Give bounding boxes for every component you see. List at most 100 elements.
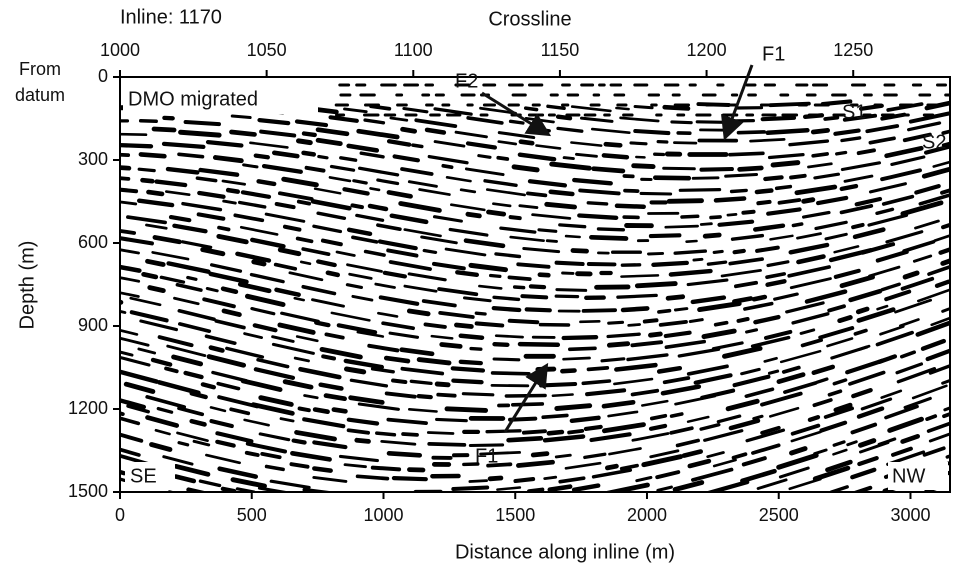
- seismic-stroke: [477, 323, 503, 325]
- seismic-stroke: [842, 206, 872, 213]
- inline-title: Inline: 1170: [120, 6, 222, 28]
- seismic-stroke: [632, 342, 661, 345]
- seismic-stroke: [211, 348, 223, 351]
- seismic-stroke: [102, 430, 141, 441]
- seismic-stroke: [463, 394, 492, 395]
- seismic-stroke: [337, 252, 354, 256]
- seismic-stroke: [346, 361, 382, 367]
- seismic-stroke: [653, 263, 686, 265]
- seismic-stroke: [485, 181, 516, 186]
- seismic-stroke: [702, 169, 732, 170]
- seismic-stroke: [403, 129, 415, 131]
- seismic-stroke: [456, 325, 471, 327]
- seismic-stroke: [274, 153, 297, 156]
- seismic-stroke: [111, 309, 125, 312]
- seismic-stroke: [323, 241, 341, 245]
- seismic-stroke: [457, 272, 477, 275]
- x-tick-label: 1000: [363, 505, 403, 525]
- seismic-stroke: [204, 299, 234, 306]
- seismic-stroke: [280, 193, 312, 199]
- y-tick-label: 900: [78, 315, 108, 335]
- nw-label: NW: [892, 465, 925, 487]
- seismic-stroke: [179, 408, 202, 414]
- seismic-stroke: [581, 321, 600, 322]
- seismic-stroke: [323, 356, 334, 358]
- seismic-stroke: [631, 143, 646, 144]
- seismic-stroke: [637, 478, 651, 481]
- seismic-stroke: [373, 468, 399, 470]
- seismic-stroke: [258, 360, 288, 367]
- seismic-stroke: [295, 298, 304, 300]
- seismic-stroke: [318, 140, 340, 143]
- x-tick-label: 500: [237, 505, 267, 525]
- seismic-stroke: [209, 357, 244, 366]
- seismic-stroke: [842, 138, 860, 141]
- seismic-stroke: [326, 396, 345, 399]
- seismic-stroke: [345, 189, 368, 193]
- seismic-stroke: [496, 336, 522, 337]
- y-axis-label: Depth (m): [16, 241, 38, 330]
- seismic-stroke: [574, 486, 598, 490]
- seismic-stroke: [560, 225, 585, 227]
- seismic-stroke: [579, 216, 616, 218]
- seismic-stroke: [787, 303, 823, 312]
- seismic-stroke: [381, 297, 417, 303]
- seismic-stroke: [155, 237, 180, 241]
- seismic-stroke: [299, 202, 309, 204]
- seismic-stroke: [790, 141, 827, 145]
- seismic-stroke: [514, 167, 537, 170]
- seismic-stroke: [353, 237, 377, 242]
- seismic-stroke: [143, 494, 163, 499]
- x2-tick-label: 1000: [100, 40, 140, 60]
- seismic-stroke: [247, 453, 258, 455]
- seismic-stroke: [232, 132, 255, 134]
- seismic-stroke: [711, 217, 720, 218]
- seismic-stroke: [405, 286, 436, 291]
- seismic-stroke: [511, 237, 544, 241]
- seismic-stroke: [828, 339, 853, 347]
- seismic-stroke: [527, 309, 550, 310]
- seismic-stroke: [106, 188, 136, 191]
- seismic-stroke: [497, 488, 520, 490]
- seismic-stroke: [773, 163, 798, 165]
- seismic-stroke: [360, 168, 398, 175]
- seismic-stroke: [739, 319, 748, 321]
- seismic-stroke: [621, 275, 658, 276]
- seismic-stroke: [314, 442, 345, 447]
- seismic-stroke: [754, 416, 762, 418]
- seismic-stroke: [224, 201, 236, 203]
- seismic-stroke: [119, 202, 136, 204]
- seismic-stroke: [909, 123, 940, 130]
- seismic-stroke: [871, 184, 906, 192]
- seismic-stroke: [842, 163, 879, 170]
- seismic-stroke: [259, 181, 275, 184]
- seismic-stroke: [416, 120, 455, 126]
- seismic-stroke: [531, 286, 544, 287]
- seismic-stroke: [694, 259, 702, 260]
- seismic-stroke: [409, 182, 436, 187]
- seismic-stroke: [704, 331, 734, 337]
- seismic-stroke: [779, 455, 817, 467]
- seismic-stroke: [903, 279, 933, 289]
- seismic-stroke: [203, 384, 214, 387]
- seismic-stroke: [186, 373, 202, 377]
- seismic-stroke: [582, 118, 613, 121]
- seismic-stroke: [572, 418, 599, 421]
- seismic-stroke: [378, 313, 397, 316]
- seismic-stroke: [284, 179, 317, 185]
- seismic-stroke: [276, 265, 296, 269]
- seismic-stroke: [666, 226, 698, 227]
- seismic-stroke: [842, 277, 873, 286]
- seismic-stroke: [404, 109, 427, 112]
- seismic-stroke: [143, 180, 153, 181]
- seismic-stroke: [208, 142, 241, 145]
- seismic-stroke: [219, 228, 229, 230]
- seismic-stroke: [358, 476, 388, 478]
- seismic-stroke: [181, 132, 220, 135]
- seismic-stroke: [671, 271, 711, 274]
- seismic-stroke: [117, 371, 156, 382]
- seismic-stroke: [768, 130, 808, 133]
- seismic-stroke: [438, 395, 455, 396]
- seismic-stroke: [297, 122, 326, 126]
- seismic-stroke: [357, 440, 369, 441]
